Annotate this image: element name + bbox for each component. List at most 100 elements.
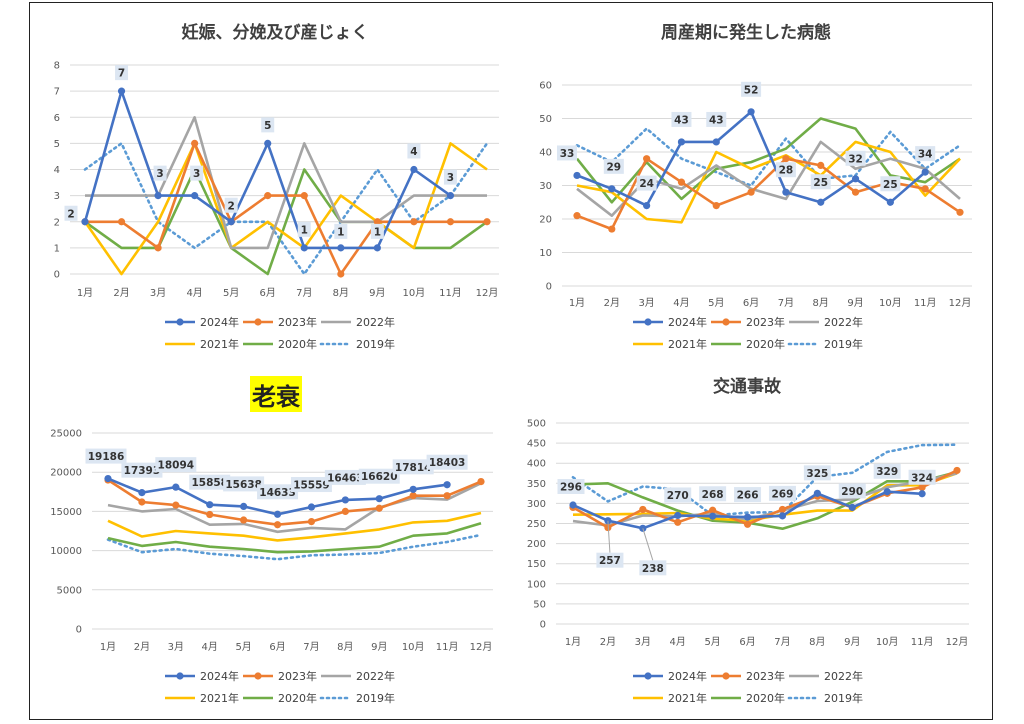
- x-tick-label: 5月: [704, 636, 720, 648]
- legend-marker-2024年: [644, 672, 652, 680]
- data-label-bg: [915, 146, 936, 162]
- data-label-bg: [873, 463, 901, 479]
- data-point-2023年: [206, 510, 214, 519]
- x-tick-label: 8月: [337, 641, 353, 653]
- data-point-2024年: [307, 503, 316, 511]
- x-tick-label: 10月: [879, 297, 902, 309]
- x-tick-label: 7月: [303, 641, 319, 653]
- data-point-2023年: [778, 505, 787, 514]
- data-label-bg: [768, 485, 796, 501]
- series-line-2020年: [575, 117, 961, 204]
- data-label-bg: [392, 459, 434, 475]
- data-label: 33: [560, 148, 575, 160]
- series-line-2023年: [107, 478, 482, 526]
- legend-marker-2023年: [254, 318, 262, 326]
- data-label-bg: [699, 486, 727, 502]
- x-tick-label: 3月: [168, 641, 184, 653]
- data-label-bg: [803, 465, 831, 481]
- data-point-2024年: [743, 513, 752, 521]
- legend-label: 2022年: [356, 669, 395, 683]
- data-label-bg: [324, 469, 366, 485]
- data-point-2024年: [848, 503, 856, 512]
- y-tick-label: 20: [539, 215, 552, 226]
- x-tick-label: 10月: [403, 287, 426, 299]
- x-tick-label: 1月: [77, 287, 93, 299]
- data-label-bg: [223, 476, 265, 492]
- y-tick-label: 200: [527, 539, 546, 550]
- legend-marker-2024年: [644, 318, 652, 326]
- data-label: 290: [841, 486, 863, 498]
- data-label: 24: [639, 178, 654, 190]
- y-tick-label: 250: [527, 519, 546, 530]
- data-label: 28: [779, 165, 794, 177]
- y-tick-label: 5000: [57, 585, 82, 596]
- chart-title: 妊娠、分娩及び産じょく: [182, 22, 369, 43]
- data-label: 269: [771, 488, 793, 500]
- series-line-2022年: [572, 472, 958, 527]
- data-label-bg: [370, 223, 384, 239]
- legend-marker-2024年: [176, 672, 184, 680]
- x-tick-label: 11月: [439, 287, 462, 299]
- x-tick-label: 4月: [186, 287, 202, 299]
- data-point-2024年: [643, 202, 651, 210]
- data-point-2024年: [240, 502, 248, 510]
- data-label: 52: [744, 84, 759, 96]
- legend-marker-2023年: [254, 672, 262, 680]
- x-tick-label: 3月: [150, 287, 166, 299]
- data-label-bg: [334, 223, 348, 239]
- data-label: 2: [67, 208, 74, 220]
- data-point-2024年: [712, 138, 720, 146]
- data-label-bg: [671, 111, 692, 127]
- data-label: 29: [607, 161, 622, 173]
- data-label-bg: [734, 487, 762, 503]
- data-point-2024年: [573, 171, 581, 180]
- y-tick-label: 350: [527, 479, 546, 490]
- data-label: 15858: [191, 477, 228, 489]
- x-tick-label: 10月: [402, 641, 425, 653]
- x-tick-label: 8月: [813, 297, 829, 309]
- series-line-2019年: [571, 443, 959, 517]
- legend-label: 2020年: [278, 337, 317, 351]
- x-tick-label: 3月: [638, 297, 654, 309]
- data-label-bg: [664, 487, 692, 503]
- data-label: 296: [560, 482, 582, 494]
- data-point-2024年: [191, 192, 199, 200]
- x-tick-label: 7月: [774, 636, 790, 648]
- data-label: 238: [642, 563, 664, 575]
- data-point-2023年: [154, 244, 162, 252]
- data-point-2023年: [410, 218, 418, 226]
- legend-label: 2021年: [200, 691, 239, 705]
- x-tick-label: 5月: [708, 297, 724, 309]
- x-tick-label: 1月: [565, 636, 581, 648]
- y-tick-label: 40: [539, 148, 552, 159]
- x-tick-label: 6月: [739, 636, 755, 648]
- data-point-2024年: [709, 512, 717, 520]
- x-tick-label: 6月: [269, 641, 285, 653]
- data-point-2023年: [375, 504, 383, 512]
- title-highlight: [250, 376, 302, 412]
- data-label-bg: [85, 448, 127, 464]
- x-tick-label: 3月: [635, 636, 651, 648]
- data-point-2024年: [172, 483, 180, 491]
- data-point-2023年: [956, 208, 964, 216]
- y-tick-label: 10: [539, 248, 552, 259]
- y-tick-label: 100: [527, 579, 546, 590]
- data-point-2023年: [341, 507, 349, 515]
- data-label: 15559: [293, 480, 330, 492]
- data-point-2024年: [443, 481, 451, 489]
- y-tick-label: 400: [527, 459, 546, 470]
- data-point-2024年: [813, 489, 821, 497]
- data-label-bg: [557, 479, 585, 495]
- data-point-2024年: [778, 512, 787, 520]
- data-point-2024年: [273, 510, 282, 518]
- data-point-2024年: [851, 175, 860, 183]
- series-line-2022年: [85, 116, 487, 250]
- data-label: 3: [156, 168, 163, 180]
- data-label-bg: [155, 457, 197, 473]
- x-tick-label: 5月: [235, 641, 251, 653]
- y-tick-label: 2: [54, 217, 60, 228]
- y-tick-label: 0: [546, 282, 552, 293]
- data-point-2024年: [409, 485, 417, 493]
- data-label-bg: [639, 560, 667, 576]
- chart-title: 老衰: [252, 383, 301, 411]
